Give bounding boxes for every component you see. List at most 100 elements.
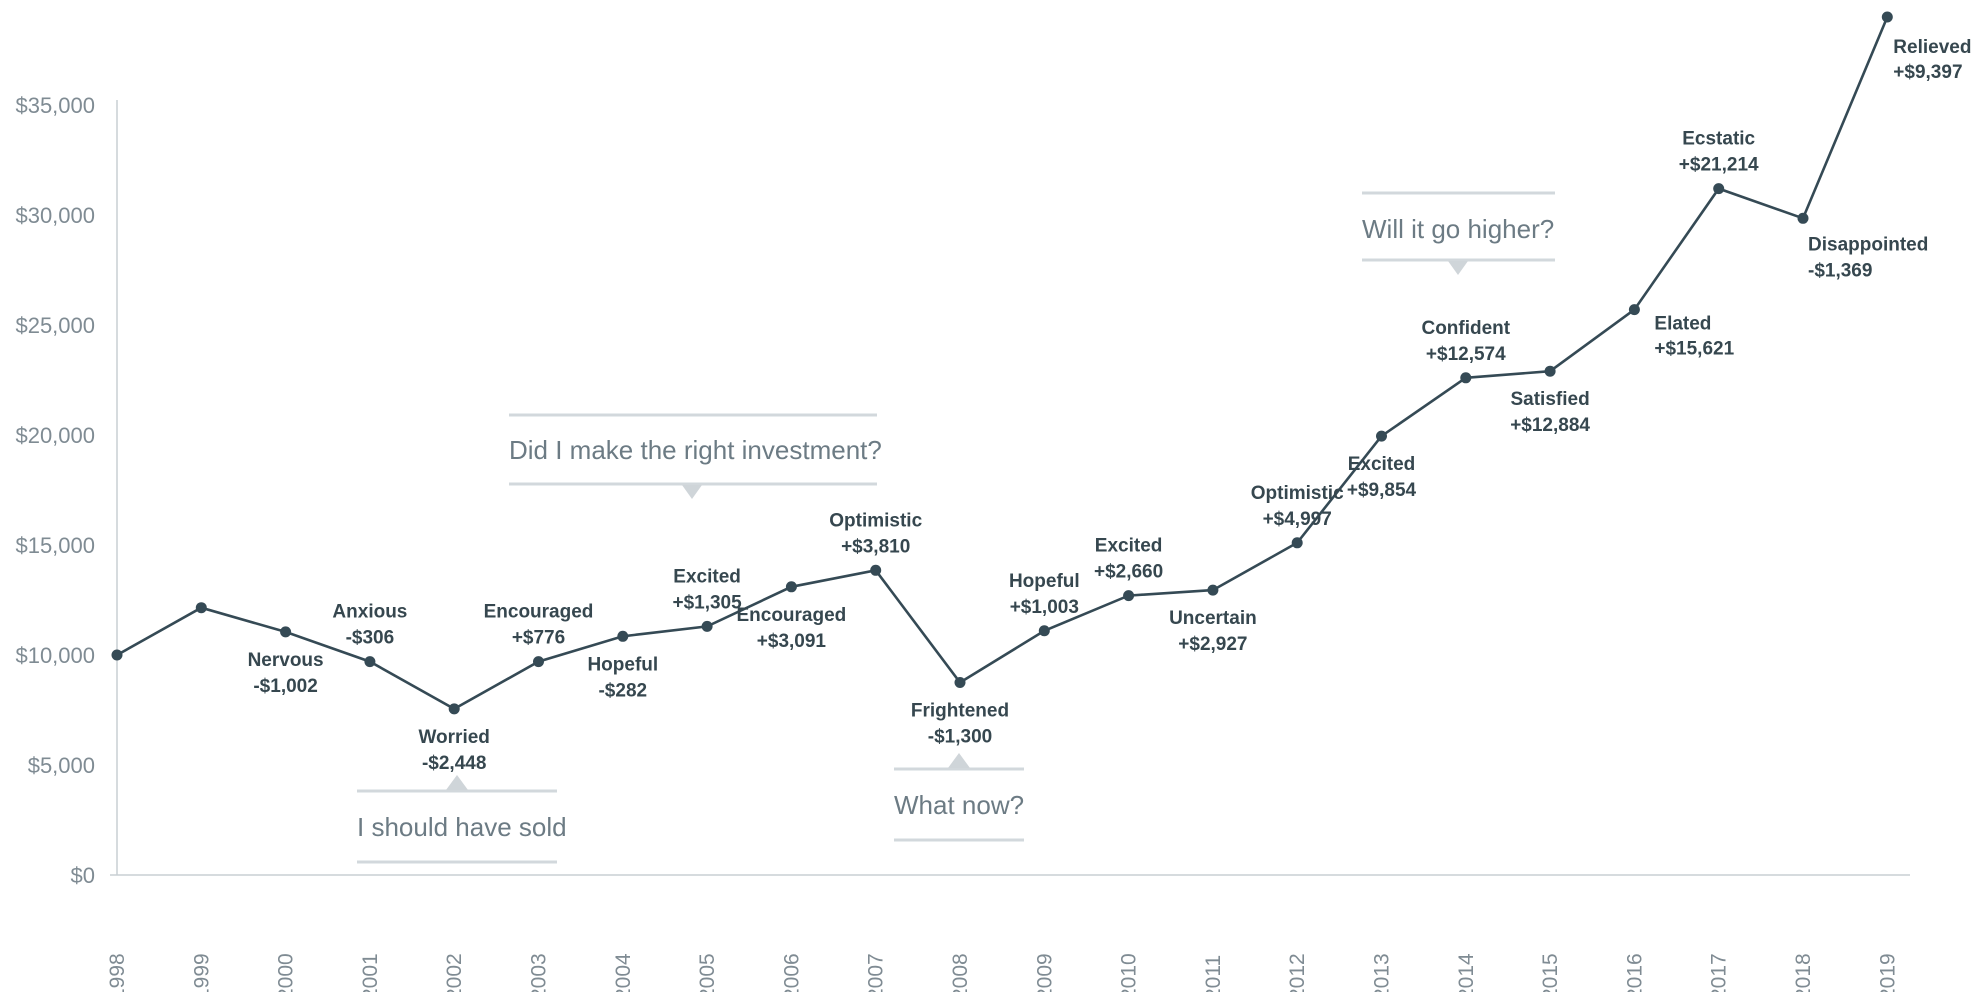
point-label-change: -$1,369 (1808, 260, 1872, 281)
y-tick-label: $25,000 (15, 313, 95, 338)
point-label-emotion: Encouraged (484, 602, 594, 623)
x-tick-label: 2019 (1876, 953, 1899, 992)
point-label-emotion: Optimistic (829, 510, 922, 531)
y-tick-label: $15,000 (15, 533, 95, 558)
point-label-emotion: Worried (418, 727, 489, 748)
point-label-change: +$1,305 (672, 592, 742, 613)
point-label-change: +$12,884 (1510, 415, 1590, 436)
y-tick-label: $5,000 (28, 753, 95, 778)
point-label-change: -$2,448 (422, 753, 486, 774)
point-label-emotion: Disappointed (1808, 234, 1928, 255)
point-label-emotion: Nervous (248, 650, 324, 671)
callout-text: I should have sold (357, 812, 567, 842)
x-tick-label: 2014 (1455, 953, 1478, 992)
data-point (701, 620, 713, 632)
y-tick-label: $0 (71, 863, 95, 888)
point-label-change: -$1,002 (253, 676, 317, 697)
data-point (1038, 625, 1050, 637)
x-tick-label: 2001 (359, 953, 382, 992)
x-tick-label: 2004 (612, 953, 635, 992)
data-point (785, 581, 797, 593)
x-tick-label: 2000 (275, 953, 298, 992)
point-label-change: +$12,574 (1426, 344, 1506, 365)
point-label-emotion: Ecstatic (1682, 129, 1755, 150)
point-label-emotion: Optimistic (1251, 483, 1344, 504)
data-point (1123, 590, 1135, 602)
point-label-change: +$1,003 (1010, 597, 1079, 618)
point-label-change: +$15,621 (1654, 339, 1734, 360)
data-point (870, 564, 882, 576)
x-tick-label: 2007 (865, 953, 888, 992)
x-tick-label: 2018 (1792, 953, 1815, 992)
point-label-change: +$4,997 (1263, 509, 1332, 530)
data-point (1713, 183, 1725, 195)
data-point (1881, 11, 1893, 23)
x-tick-label: 2002 (443, 953, 466, 992)
data-point (1797, 212, 1809, 224)
data-points (111, 11, 1893, 715)
point-label-emotion: Elated (1654, 314, 1711, 335)
callout-text: Will it go higher? (1362, 214, 1554, 244)
data-point (1460, 372, 1472, 384)
callout-pointer-icon (1448, 261, 1468, 275)
point-label-change: +$3,810 (841, 536, 910, 557)
y-tick-labels: $0 $5,000 $10,000 $15,000 $20,000 $25,000 $30,… (15, 93, 95, 888)
y-tick-label: $10,000 (15, 643, 95, 668)
x-tick-label: 2010 (1118, 953, 1141, 992)
point-label-emotion: Frightened (911, 701, 1009, 722)
callout-text: What now? (894, 790, 1024, 820)
data-point (1207, 584, 1219, 596)
point-labels: Nervous -$1,002 Anxious -$306 Worried -$2,448… (248, 37, 1972, 774)
y-tick-label: $30,000 (15, 203, 95, 228)
point-label-change: -$306 (346, 628, 395, 649)
callout-pointer-icon (446, 775, 468, 790)
data-point (448, 703, 460, 715)
callout-text: Did I make the right investment? (509, 435, 882, 465)
data-point (195, 602, 207, 614)
x-tick-label: 1998 (106, 953, 129, 992)
y-tick-label: $20,000 (15, 423, 95, 448)
x-tick-label: 2006 (780, 953, 803, 992)
point-label-change: +$21,214 (1679, 155, 1759, 176)
x-tick-label: 2013 (1371, 953, 1394, 992)
x-tick-label: 2011 (1202, 955, 1225, 992)
point-label-emotion: Relieved (1893, 37, 1971, 58)
point-label-emotion: Excited (1348, 454, 1416, 475)
point-label-change: +$776 (512, 628, 565, 649)
point-label-emotion: Hopeful (1009, 571, 1080, 592)
x-tick-labels: 1998 1999 2000 2001 2002 2003 2004 2005 2006 2007… (106, 953, 1899, 992)
data-point (111, 649, 123, 661)
data-point (954, 677, 966, 688)
x-tick-label: 2016 (1623, 953, 1646, 992)
data-point (617, 630, 629, 642)
point-label-emotion: Excited (1095, 536, 1163, 557)
point-label-emotion: Hopeful (587, 654, 658, 675)
x-tick-label: 2012 (1286, 953, 1309, 992)
point-label-change: +$2,927 (1178, 634, 1247, 655)
x-tick-label: 2017 (1708, 953, 1731, 992)
series-line (116, 16, 1889, 711)
data-point (1628, 304, 1640, 316)
point-label-change: -$282 (598, 680, 647, 701)
data-point (1544, 365, 1556, 377)
point-label-change: +$3,091 (757, 631, 827, 652)
point-label-emotion: Excited (673, 566, 741, 587)
x-tick-label: 2005 (696, 953, 719, 992)
data-point (280, 626, 292, 638)
point-label-emotion: Satisfied (1510, 389, 1589, 410)
point-label-change: +$2,660 (1094, 562, 1163, 583)
y-tick-label: $35,000 (15, 93, 95, 118)
callout-pointer-icon (682, 485, 702, 499)
x-tick-label: 2009 (1033, 953, 1056, 992)
data-point (364, 656, 376, 668)
data-point (1291, 537, 1303, 549)
callouts: Did I make the right investment? I should… (357, 191, 1555, 864)
point-label-emotion: Encouraged (736, 605, 846, 626)
x-tick-label: 2003 (528, 953, 551, 992)
point-label-change: +$9,397 (1893, 62, 1962, 83)
x-tick-label: 1999 (190, 953, 213, 992)
data-point (1376, 430, 1387, 442)
callout-pointer-icon (948, 753, 970, 768)
point-label-change: +$9,854 (1347, 480, 1417, 501)
